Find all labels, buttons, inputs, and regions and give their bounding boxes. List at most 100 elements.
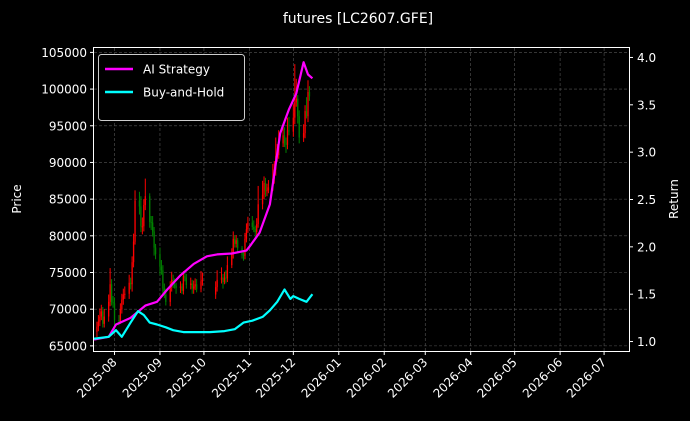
candle-body [286, 130, 289, 145]
candle-body [242, 254, 245, 256]
candle-body [193, 286, 195, 289]
candle-body [234, 238, 236, 244]
y-tick-label-left: 80000 [49, 229, 87, 243]
series-lines [93, 61, 314, 341]
candle-body [236, 240, 239, 249]
y-tick-label-left: 90000 [49, 156, 87, 170]
candle-body [124, 293, 126, 295]
candle-body [292, 117, 295, 132]
candle-body [305, 111, 308, 117]
y-tick-label-left: 95000 [49, 119, 87, 133]
y-axis-right: 1.0 1.5 2.0 2.5 3.0 3.5 4.0 [629, 51, 656, 349]
y-tick-label-right: 4.0 [637, 51, 656, 65]
candle-body [226, 265, 229, 279]
candle-body [160, 266, 163, 271]
candle-body [102, 311, 104, 324]
candle-body [140, 206, 142, 227]
legend-box [98, 54, 245, 121]
candle-body [223, 277, 226, 283]
y-tick-label-left: 70000 [49, 303, 87, 317]
candle-body [144, 196, 146, 206]
candle-body [225, 277, 227, 279]
candle-body [118, 320, 120, 322]
candle-body [138, 200, 141, 207]
candle-body [184, 276, 186, 278]
candle-body [150, 221, 152, 223]
candle-body [267, 187, 270, 191]
candle-body [253, 227, 255, 230]
candle-body [97, 321, 100, 327]
candle-body [302, 133, 305, 138]
candle-body [171, 279, 173, 287]
candle-body [195, 284, 198, 290]
candle-body [214, 287, 217, 295]
candle-body [121, 299, 123, 310]
candle-body [254, 229, 256, 233]
y-tick-label-left: 85000 [49, 193, 87, 207]
candle-body [285, 142, 287, 145]
candle-body [194, 284, 196, 287]
candle-body [107, 301, 110, 317]
y-tick-label-left: 105000 [41, 46, 87, 60]
candle-body [256, 224, 258, 233]
candle-body [143, 205, 145, 227]
candle-body [131, 262, 133, 285]
candle-body [222, 277, 224, 283]
candle-body [179, 286, 182, 288]
chart-title: futures [LC2607.GFE] [283, 11, 433, 27]
candle-body [201, 279, 204, 282]
candle-body [175, 285, 177, 288]
candle-body [297, 98, 299, 117]
candle-body [141, 226, 144, 228]
candle-body [100, 311, 102, 317]
candle-body [251, 222, 253, 228]
candle-body [235, 240, 237, 244]
candle-body [109, 284, 111, 302]
candle-body [220, 277, 223, 280]
candle-body [191, 283, 193, 289]
candle-body [261, 194, 264, 205]
y-tick-label-right: 1.5 [637, 288, 656, 302]
y-tick-label-right: 3.0 [637, 146, 656, 160]
candle-body [282, 135, 284, 144]
y-tick-label-left: 65000 [49, 339, 87, 353]
candle-body [182, 276, 185, 291]
candle-body [103, 316, 105, 324]
y-tick-label-left: 100000 [41, 83, 87, 97]
series-line-buy-and-hold [93, 288, 314, 340]
candle-body [231, 253, 233, 266]
candle-body [232, 238, 234, 254]
candle-body [216, 279, 218, 288]
y-tick-label-right: 2.5 [637, 193, 656, 207]
candle-body [283, 135, 286, 143]
y-axis-label-right: Return [667, 179, 681, 219]
candle-body [304, 111, 306, 134]
legend-label-buy-and-hold: Buy-and-Hold [143, 86, 224, 100]
y-axis-left: 65000 70000 75000 80000 85000 90000 95000 10000… [41, 46, 94, 353]
candle-body [245, 229, 248, 239]
candle-body [308, 92, 311, 97]
y-axis-label-left: Price [10, 184, 24, 213]
candle-body [96, 326, 98, 332]
candle-body [128, 282, 130, 294]
y-tick-label-left: 75000 [49, 266, 87, 280]
candle-body [132, 241, 135, 263]
candle-body [162, 270, 164, 289]
candle-body [154, 247, 157, 255]
candle-body [244, 238, 246, 256]
candle-body [165, 294, 167, 302]
candle-body [129, 282, 132, 285]
candle-body [153, 231, 155, 248]
y-tick-label-right: 2.0 [637, 240, 656, 254]
candle-body [169, 286, 171, 302]
candle-body [185, 277, 188, 285]
candle-body [298, 116, 300, 138]
candle-body [149, 196, 151, 222]
candle-body [307, 92, 309, 117]
y-tick-label-right: 1.0 [637, 335, 656, 349]
candle-body [266, 190, 268, 192]
candle-body [288, 130, 290, 132]
candle-body [119, 309, 122, 322]
candle-body [159, 254, 161, 267]
